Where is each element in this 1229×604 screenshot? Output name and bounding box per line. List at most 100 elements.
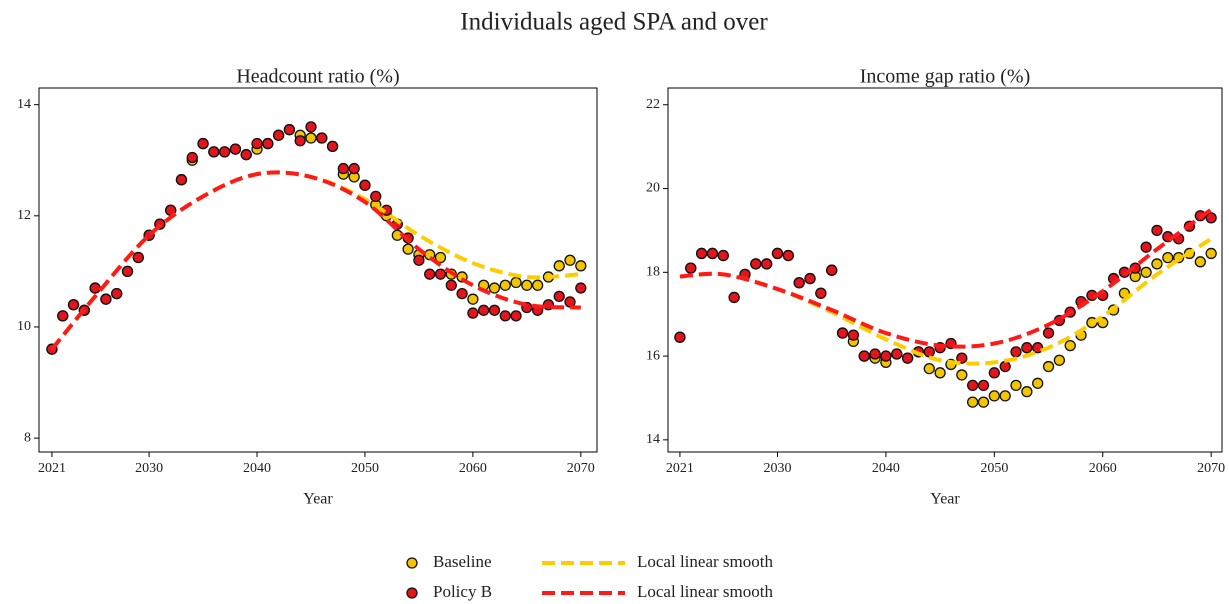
data-point xyxy=(305,132,317,144)
legend-label: Local linear smooth xyxy=(637,582,773,601)
data-point xyxy=(186,151,198,164)
figure-title: Individuals aged SPA and over xyxy=(460,9,768,36)
data-point xyxy=(575,282,587,294)
smooth-line xyxy=(50,170,581,351)
data-point xyxy=(316,132,328,144)
data-point xyxy=(488,282,501,294)
y-tick-label: 14 xyxy=(646,432,660,447)
data-point xyxy=(988,367,1000,379)
data-point xyxy=(761,258,773,270)
data-point xyxy=(283,124,296,136)
data-point xyxy=(89,282,101,294)
x-tick-label: 2021 xyxy=(666,461,694,476)
data-point xyxy=(706,247,719,260)
data-point xyxy=(966,379,979,392)
data-point xyxy=(988,390,1000,402)
x-tick-label: 2040 xyxy=(872,461,900,476)
data-point xyxy=(771,247,784,260)
data-point xyxy=(111,287,123,300)
data-point xyxy=(542,299,555,311)
y-tick-label: 12 xyxy=(17,208,31,223)
data-point xyxy=(510,276,522,289)
data-point xyxy=(847,329,860,341)
data-point xyxy=(272,129,285,141)
data-point xyxy=(1162,251,1174,264)
data-point xyxy=(488,304,501,316)
data-point xyxy=(197,137,209,150)
data-point xyxy=(1032,377,1044,389)
data-point xyxy=(1151,224,1163,237)
data-point xyxy=(1042,327,1055,339)
legend-marker xyxy=(406,557,418,569)
data-point xyxy=(750,258,762,270)
data-point xyxy=(1151,258,1163,270)
data-point xyxy=(121,265,134,278)
x-tick-label: 2070 xyxy=(567,461,595,476)
y-tick-label: 22 xyxy=(646,97,660,112)
data-point xyxy=(553,260,565,272)
panel-title: Income gap ratio (%) xyxy=(860,66,1030,88)
data-point xyxy=(359,179,371,191)
y-tick-label: 18 xyxy=(646,265,660,280)
data-point xyxy=(728,291,740,304)
data-point xyxy=(434,268,447,280)
x-tick-label: 2021 xyxy=(38,461,66,476)
data-point xyxy=(1140,241,1152,253)
data-point xyxy=(326,140,339,153)
x-tick-label: 2030 xyxy=(763,461,791,476)
data-point xyxy=(695,247,708,260)
data-point xyxy=(467,293,479,305)
data-point xyxy=(564,254,576,266)
data-point xyxy=(229,143,242,155)
data-point xyxy=(175,174,188,186)
data-point xyxy=(240,149,252,161)
data-point xyxy=(370,190,382,203)
data-point xyxy=(305,121,317,133)
y-tick-label: 10 xyxy=(17,319,31,334)
data-point xyxy=(869,348,881,360)
legend-label: Policy B xyxy=(433,582,492,601)
data-point xyxy=(1194,256,1206,268)
legend-label: Baseline xyxy=(433,552,492,571)
data-point xyxy=(478,304,490,316)
data-point xyxy=(674,331,686,343)
data-point xyxy=(815,287,827,299)
data-point xyxy=(956,352,968,364)
x-tick-label: 2060 xyxy=(1089,461,1117,476)
data-point xyxy=(1205,247,1217,260)
data-point xyxy=(531,279,544,291)
data-point xyxy=(467,307,479,319)
legend-label: Local linear smooth xyxy=(637,552,773,571)
data-point xyxy=(132,251,144,264)
data-point xyxy=(218,146,231,158)
data-point xyxy=(208,146,220,158)
data-point xyxy=(575,260,587,272)
data-point xyxy=(413,254,425,266)
data-point xyxy=(1010,379,1022,392)
data-point xyxy=(934,367,946,379)
x-tick-label: 2070 xyxy=(1197,461,1225,476)
data-point xyxy=(793,277,805,289)
x-axis-label: Year xyxy=(930,491,960,508)
data-point xyxy=(1064,339,1076,352)
data-point xyxy=(1140,266,1152,278)
data-point xyxy=(685,262,697,274)
data-point xyxy=(836,327,849,339)
data-point xyxy=(521,279,533,291)
data-point xyxy=(57,310,69,322)
data-point xyxy=(510,310,522,322)
data-point xyxy=(858,350,870,362)
smooth-line xyxy=(679,207,1213,349)
data-point xyxy=(445,279,457,291)
data-point xyxy=(294,135,306,147)
data-point xyxy=(434,251,447,264)
data-point xyxy=(1032,342,1044,354)
data-point xyxy=(782,249,794,262)
data-point xyxy=(1021,386,1033,398)
data-point xyxy=(553,290,565,303)
data-point xyxy=(100,293,112,305)
data-point xyxy=(1042,360,1055,373)
y-tick-label: 20 xyxy=(646,181,660,196)
data-point xyxy=(977,396,990,408)
data-point xyxy=(1205,212,1217,224)
